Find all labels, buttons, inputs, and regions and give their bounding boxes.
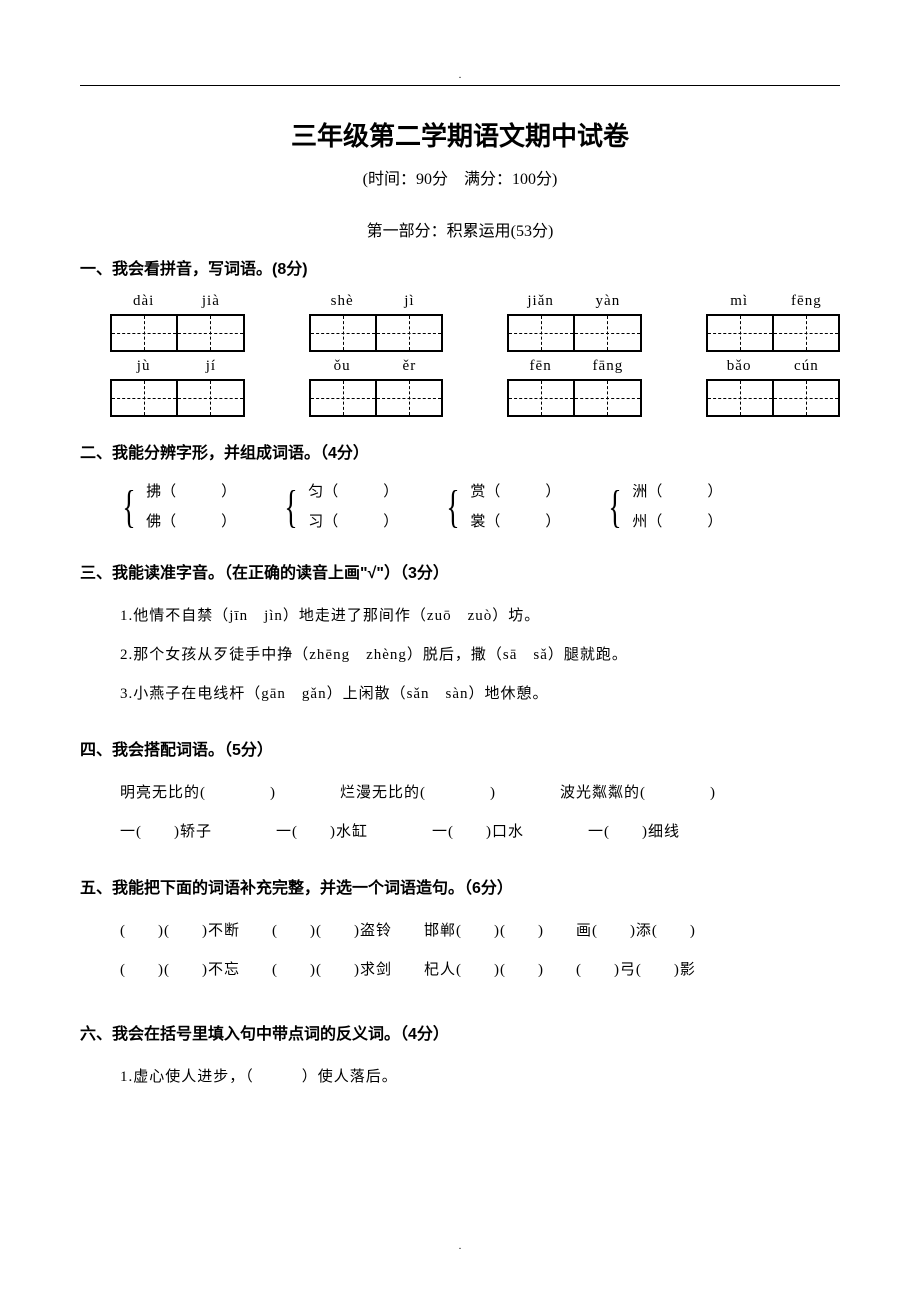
char-option: 裳（ ） <box>470 507 560 537</box>
cell: shèjì <box>309 293 444 352</box>
char-option: 州（ ） <box>632 507 722 537</box>
fill-line: ( )( )不忘 ( )( )求剑 杞人( )( ) ( )弓( )影 <box>120 951 840 990</box>
sentence: 2.那个女孩从歹徒手中挣（zhēng zhèng）脱后，撒（sā sǎ）腿就跑。 <box>120 636 840 675</box>
cell: dàijià <box>110 293 245 352</box>
pinyin: dài <box>110 293 177 310</box>
pinyin: ěr <box>376 358 443 375</box>
bottom-dot: . <box>0 1241 920 1252</box>
write-box[interactable] <box>706 379 841 417</box>
fill-line: ( )( )不断 ( )( )盗铃 邯郸( )( ) 画( )添( ) <box>120 912 840 951</box>
write-box[interactable] <box>309 314 444 352</box>
sentence: 1.虚心使人进步，（ ）使人落后。 <box>120 1058 840 1097</box>
fill-line: 一( )轿子 一( )水缸 一( )口水 一( )细线 <box>120 813 840 852</box>
section-1: 一、我会看拼音，写词语。(8分) dàijià shèjì jiǎnyàn mì… <box>80 255 840 417</box>
cell: bǎocún <box>706 358 841 417</box>
pinyin: ǒu <box>309 358 376 375</box>
section-1-head: 一、我会看拼音，写词语。(8分) <box>80 255 840 279</box>
section-3-head: 三、我能读准字音。（在正确的读音上画"√"）（3分） <box>80 559 840 583</box>
divider-top <box>80 85 840 86</box>
cell: jiǎnyàn <box>507 293 642 352</box>
char-option: 洲（ ） <box>632 477 722 507</box>
write-box[interactable] <box>706 314 841 352</box>
write-box[interactable] <box>309 379 444 417</box>
pinyin: cún <box>773 358 840 375</box>
left-brace-icon: { <box>609 477 622 537</box>
section-3: 三、我能读准字音。（在正确的读音上画"√"）（3分） 1.他情不自禁（jīn j… <box>80 559 840 714</box>
pinyin: jiǎn <box>507 293 574 310</box>
pinyin: fāng <box>574 358 641 375</box>
char-option: 匀（ ） <box>308 477 398 507</box>
sentence: 3.小燕子在电线杆（gān gǎn）上闲散（sǎn sàn）地休憩。 <box>120 675 840 714</box>
section-5-head: 五、我能把下面的词语补充完整，并选一个词语造句。（6分） <box>80 874 840 898</box>
cell: jùjí <box>110 358 245 417</box>
brace-group: { 拂（ ） 佛（ ） <box>118 477 236 537</box>
brace-row: { 拂（ ） 佛（ ） { 匀（ ） 习（ ） { 赏（ ） 裳（ ） { <box>80 477 840 537</box>
left-brace-icon: { <box>285 477 298 537</box>
write-box[interactable] <box>110 314 245 352</box>
pinyin: yàn <box>574 293 641 310</box>
char-option: 习（ ） <box>308 507 398 537</box>
cell: fēnfāng <box>507 358 642 417</box>
pinyin: fēng <box>773 293 840 310</box>
section-4: 四、我会搭配词语。（5分） 明亮无比的( ) 烂漫无比的( ) 波光粼粼的( )… <box>80 736 840 852</box>
cell: mìfēng <box>706 293 841 352</box>
pinyin: jià <box>177 293 244 310</box>
char-option: 赏（ ） <box>470 477 560 507</box>
write-box[interactable] <box>507 379 642 417</box>
top-dot: . <box>80 70 840 81</box>
pinyin: mì <box>706 293 773 310</box>
section-5: 五、我能把下面的词语补充完整，并选一个词语造句。（6分） ( )( )不断 ( … <box>80 874 840 990</box>
pinyin: jì <box>376 293 443 310</box>
pinyin: shè <box>309 293 376 310</box>
section-4-head: 四、我会搭配词语。（5分） <box>80 736 840 760</box>
left-brace-icon: { <box>122 477 135 537</box>
pinyin: jí <box>177 358 244 375</box>
section-6: 六、我会在括号里填入句中带点词的反义词。（4分） 1.虚心使人进步，（ ）使人落… <box>80 1020 840 1097</box>
brace-group: { 赏（ ） 裳（ ） <box>442 477 560 537</box>
left-brace-icon: { <box>447 477 460 537</box>
pinyin-row-1: dàijià shèjì jiǎnyàn mìfēng <box>80 293 840 352</box>
brace-group: { 匀（ ） 习（ ） <box>280 477 398 537</box>
section-2: 二、我能分辨字形，并组成词语。（4分） { 拂（ ） 佛（ ） { 匀（ ） 习… <box>80 439 840 537</box>
char-option: 佛（ ） <box>146 507 236 537</box>
section-2-head: 二、我能分辨字形，并组成词语。（4分） <box>80 439 840 463</box>
sentence: 1.他情不自禁（jīn jìn）地走进了那间作（zuō zuò）坊。 <box>120 597 840 636</box>
write-box[interactable] <box>507 314 642 352</box>
brace-group: { 洲（ ） 州（ ） <box>604 477 722 537</box>
pinyin: fēn <box>507 358 574 375</box>
subtitle: (时间：90分 满分：100分) <box>80 165 840 189</box>
cell: ǒuěr <box>309 358 444 417</box>
write-box[interactable] <box>110 379 245 417</box>
pinyin: jù <box>110 358 177 375</box>
part1-title: 第一部分：积累运用(53分) <box>80 217 840 241</box>
fill-line: 明亮无比的( ) 烂漫无比的( ) 波光粼粼的( ) <box>120 774 840 813</box>
section-6-head: 六、我会在括号里填入句中带点词的反义词。（4分） <box>80 1020 840 1044</box>
page-title: 三年级第二学期语文期中试卷 <box>80 116 840 153</box>
pinyin-row-2: jùjí ǒuěr fēnfāng bǎocún <box>80 358 840 417</box>
char-option: 拂（ ） <box>146 477 236 507</box>
pinyin: bǎo <box>706 358 773 375</box>
